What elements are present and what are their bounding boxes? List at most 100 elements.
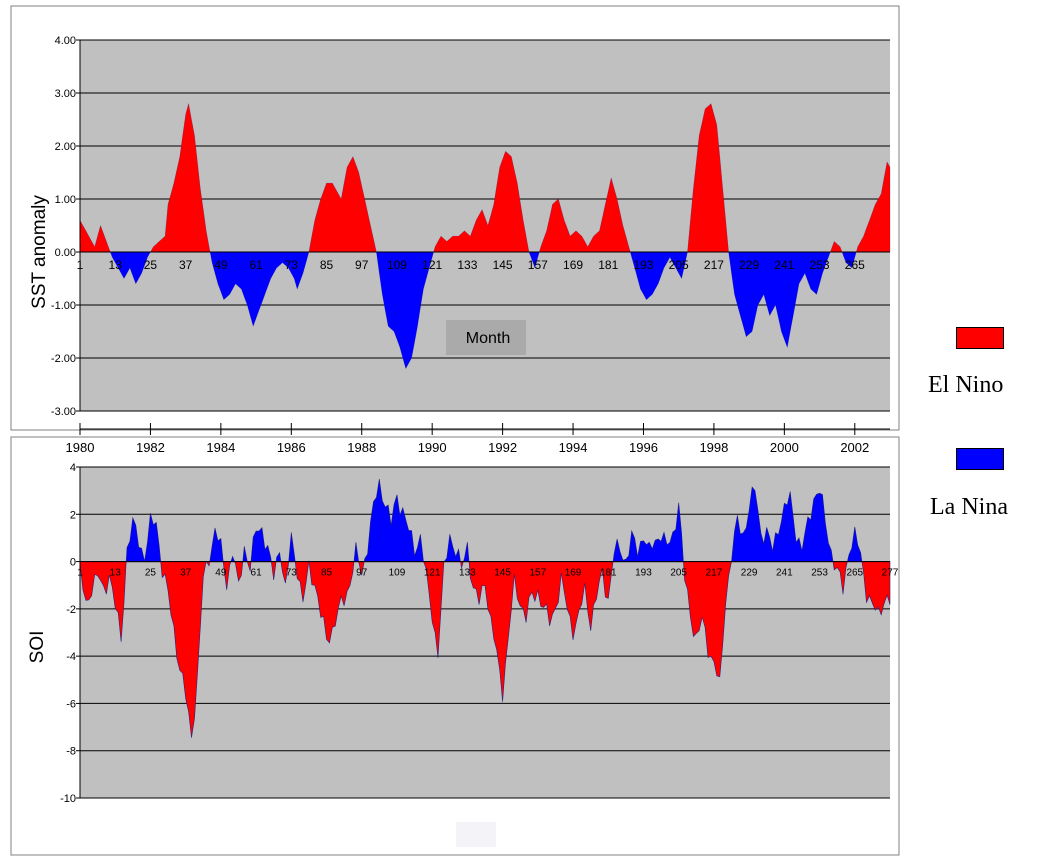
sst-x-tick-label: 73 <box>285 258 299 272</box>
sst-positive-area <box>79 220 111 253</box>
soi-x-tick-label: 241 <box>776 568 793 579</box>
blank-box <box>456 822 496 847</box>
soi-y-tick-label: -10 <box>60 793 76 805</box>
sst-negative-area <box>376 251 434 370</box>
sst-y-tick-label: -3.00 <box>51 406 76 418</box>
sst-x-tick-label: 169 <box>563 258 583 272</box>
sst-positive-area <box>855 161 891 253</box>
sst-x-tick-label: 205 <box>669 258 689 272</box>
soi-positive-area <box>731 486 834 562</box>
legend-label-la-nina: La Nina <box>930 494 1008 520</box>
soi-x-tick-label: 205 <box>670 568 687 579</box>
soi-positive-area <box>250 526 272 562</box>
soi-negative-area <box>468 561 614 702</box>
year-tick-label: 1984 <box>206 440 235 455</box>
sst-y-tick-label: 2.00 <box>55 141 76 153</box>
sst-negative-area <box>728 251 831 349</box>
soi-x-tick-label: 265 <box>846 568 863 579</box>
sst-y-tick-label: -2.00 <box>51 353 76 365</box>
sst-x-tick-label: 217 <box>704 258 724 272</box>
sst-x-tick-label: 37 <box>179 258 193 272</box>
soi-y-tick-labels: 4 2 0 -2 -4 -6 -8 -10 <box>60 462 76 805</box>
sst-x-tick-label: 145 <box>493 258 513 272</box>
sst-negative-area <box>629 251 688 301</box>
sst-x-tick-label: 157 <box>528 258 548 272</box>
year-labels: 1980 1982 1984 1986 1988 1990 1992 1994 1996 1998… <box>66 440 870 455</box>
soi-y-tick-label: 4 <box>70 462 76 474</box>
soi-x-tick-label: 277 <box>882 568 899 579</box>
soi-x-tick-label: 25 <box>145 568 157 579</box>
year-tick-label: 1980 <box>66 440 95 455</box>
soi-negative-area <box>79 561 127 642</box>
sst-y-tick-label: 0.00 <box>55 247 76 259</box>
soi-negative-area <box>683 561 732 678</box>
sst-x-tick-label: 97 <box>355 258 369 272</box>
sst-negative-area <box>841 251 857 269</box>
soi-x-tick-label: 13 <box>110 568 122 579</box>
soi-positive-area <box>363 479 424 562</box>
soi-y-axis-title: SOI <box>27 631 48 664</box>
sst-x-tick-label: 241 <box>774 258 794 272</box>
sst-x-tick-label: 1 <box>77 258 84 272</box>
sst-x-tick-label: 49 <box>214 258 228 272</box>
soi-y-tick-label: -8 <box>66 746 76 758</box>
month-label-box <box>446 320 526 355</box>
soi-positive-area <box>847 526 863 562</box>
sst-positive-area <box>149 103 211 253</box>
sst-negative-area <box>109 251 151 285</box>
soi-x-tick-label: 133 <box>459 568 476 579</box>
soi-axes <box>76 466 890 799</box>
sst-y-tick-label: -1.00 <box>51 300 76 312</box>
soi-x-tick-label: 181 <box>600 568 617 579</box>
sst-y-tick-label: 3.00 <box>55 88 76 100</box>
sst-x-tick-label: 109 <box>387 258 407 272</box>
soi-x-tick-label: 97 <box>356 568 368 579</box>
soi-x-tick-label: 145 <box>494 568 511 579</box>
legend-label-el-nino: El Nino <box>928 372 1004 398</box>
soi-y-tick-label: -4 <box>66 651 76 663</box>
year-tick-label: 1996 <box>629 440 658 455</box>
sst-x-tick-label: 61 <box>249 258 263 272</box>
sst-y-tick-label: 1.00 <box>55 194 76 206</box>
soi-x-tick-label: 121 <box>424 568 441 579</box>
year-axis <box>79 423 890 435</box>
soi-x-tick-label: 85 <box>321 568 333 579</box>
year-tick-label: 2000 <box>770 440 799 455</box>
soi-plot-area <box>80 467 890 798</box>
sst-x-tick-label: 133 <box>457 258 477 272</box>
soi-positive-area <box>612 502 684 562</box>
sst-x-tick-label: 13 <box>109 258 123 272</box>
sst-x-tick-label: 229 <box>739 258 759 272</box>
year-tick-label: 1992 <box>488 440 517 455</box>
sst-x-tick-label: 193 <box>633 258 653 272</box>
sst-positive-area <box>433 150 530 253</box>
soi-x-tick-label: 229 <box>741 568 758 579</box>
soi-x-tick-labels: 1 13 25 37 49 61 73 85 97 109 121 133 145 157 169 181 19… <box>77 568 899 579</box>
sst-x-tick-label: 265 <box>845 258 865 272</box>
soi-x-tick-label: 49 <box>215 568 227 579</box>
sst-positive-area <box>308 156 377 253</box>
sst-x-tick-label: 25 <box>144 258 158 272</box>
year-tick-label: 1988 <box>347 440 376 455</box>
sst-axes <box>76 39 890 412</box>
soi-x-tick-label: 1 <box>77 568 83 579</box>
sst-y-axis-title: SST anomaly <box>29 195 50 309</box>
legend-swatch-la-nina <box>956 448 1004 470</box>
soi-x-tick-label: 217 <box>706 568 723 579</box>
legend-swatch-el-nino <box>956 327 1004 349</box>
soi-x-tick-label: 61 <box>251 568 263 579</box>
sst-x-tick-label: 253 <box>810 258 830 272</box>
soi-x-tick-label: 193 <box>635 568 652 579</box>
soi-x-tick-label: 253 <box>811 568 828 579</box>
soi-negative-area <box>861 561 891 616</box>
year-tick-label: 1998 <box>699 440 728 455</box>
sst-x-tick-label: 85 <box>320 258 334 272</box>
soi-y-tick-label: 2 <box>70 509 76 521</box>
soi-positive-area <box>443 534 461 562</box>
year-tick-label: 2002 <box>840 440 869 455</box>
year-tick-label: 1990 <box>418 440 447 455</box>
soi-negative-area <box>160 561 207 738</box>
sst-x-tick-label: 181 <box>598 258 618 272</box>
soi-negative-area <box>308 561 355 644</box>
